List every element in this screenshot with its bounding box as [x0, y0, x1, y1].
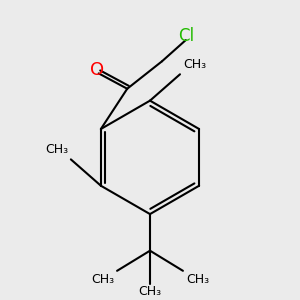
Text: CH₃: CH₃ — [183, 58, 206, 71]
Text: CH₃: CH₃ — [138, 286, 162, 298]
Text: CH₃: CH₃ — [45, 143, 68, 157]
Text: O: O — [90, 61, 104, 79]
Text: CH₃: CH₃ — [91, 273, 114, 286]
Text: CH₃: CH₃ — [186, 273, 209, 286]
Text: Cl: Cl — [178, 27, 194, 45]
